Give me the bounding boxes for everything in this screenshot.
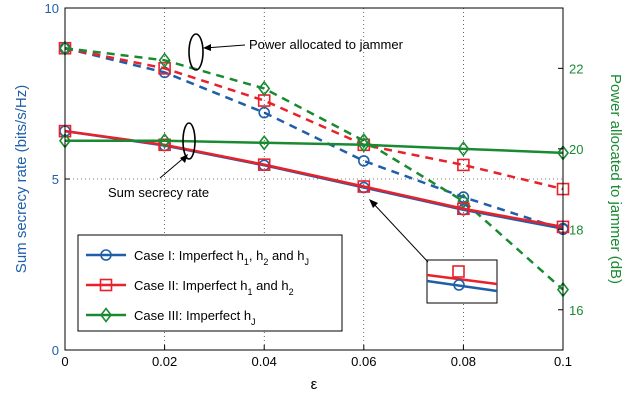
x-tick-label: 0.06 <box>351 354 376 369</box>
data-point <box>357 136 370 153</box>
rate-annotation-ellipse <box>182 122 196 160</box>
zoom-annotation-arrowhead <box>369 199 378 208</box>
legend-item-case1: Case I: Imperfect h1, h2 and hJ <box>86 248 309 267</box>
y-tick-label-left: 5 <box>52 172 59 187</box>
y-tick-label-left: 10 <box>45 1 59 16</box>
data-point <box>158 62 171 75</box>
series-line <box>64 47 564 231</box>
series-solid-case1 <box>59 125 569 235</box>
rate-annotation-label: Sum secrecy rate <box>108 185 209 200</box>
power-annotation-label: Power allocated to jammer <box>249 37 404 52</box>
x-tick-label: 0 <box>61 354 68 369</box>
series-dashed-case1 <box>59 42 569 236</box>
legend: Case I: Imperfect h1, h2 and hJ Case II: … <box>77 234 343 332</box>
x-axis-label: ε <box>311 376 318 393</box>
legend-label: Case III: Imperfect hJ <box>134 308 256 327</box>
power-annotation-arrowhead <box>203 44 211 51</box>
power-annotation-arrow <box>204 44 246 49</box>
series-solid-case3 <box>58 132 570 161</box>
y-axis-label-left: Sum secrecy rate (bits/s/Hz) <box>13 85 30 273</box>
x-tick-label: 0.04 <box>252 354 277 369</box>
x-tick-label: 0.1 <box>554 354 572 369</box>
y-tick-label-left: 0 <box>52 343 59 358</box>
data-point <box>257 158 271 171</box>
data-point <box>457 202 470 216</box>
data-point <box>258 80 271 97</box>
zoom-inset-case2-marker <box>452 265 465 278</box>
data-point <box>357 155 370 167</box>
data-point <box>258 134 271 151</box>
data-point <box>158 52 171 69</box>
series-solid-case2 <box>58 124 570 234</box>
legend-marker <box>100 249 112 261</box>
ticks: 0 0.02 0.04 0.06 0.08 0.1 0 5 10 16 18 20 22 <box>45 1 584 369</box>
x-tick-label: 0.02 <box>152 354 177 369</box>
legend-item-case3: Case III: Imperfect hJ <box>86 307 256 327</box>
y-tick-label-right: 22 <box>569 61 583 76</box>
data-point <box>357 132 370 149</box>
y-tick-label-right: 18 <box>569 222 583 237</box>
y-tick-label-right: 20 <box>569 142 583 157</box>
zoom-inset-case1-line <box>426 279 498 293</box>
data-point <box>158 138 171 152</box>
legend-marker <box>99 278 113 292</box>
legend-label: Case I: Imperfect h1, h2 and hJ <box>134 248 309 267</box>
series-line <box>64 46 564 291</box>
zoom-inset-case2-line <box>426 273 498 286</box>
legend-label: Case II: Imperfect h1 and h2 <box>134 278 294 297</box>
data-point <box>158 132 171 149</box>
power-annotation-ellipse <box>188 33 204 71</box>
data-point <box>457 141 470 157</box>
zoom-inset-case1-marker <box>453 279 465 291</box>
series-line <box>64 129 564 229</box>
x-tick-label: 0.08 <box>451 354 476 369</box>
data-point <box>457 158 470 172</box>
rate-annotation-arrowhead <box>180 154 188 163</box>
legend-marker <box>99 307 113 323</box>
annotations: Power allocated to jammer Sum secrecy ra… <box>108 33 498 304</box>
series-line <box>64 47 564 191</box>
series-line <box>65 139 564 155</box>
data-point <box>357 180 371 193</box>
y-tick-label-right: 16 <box>569 303 583 318</box>
zoom-annotation-arrow <box>371 201 429 263</box>
legend-item-case2: Case II: Imperfect h1 and h2 <box>86 278 294 297</box>
data-point <box>258 106 271 119</box>
y-axis-label-right: Power allocated to jammer (dB) <box>607 74 624 284</box>
